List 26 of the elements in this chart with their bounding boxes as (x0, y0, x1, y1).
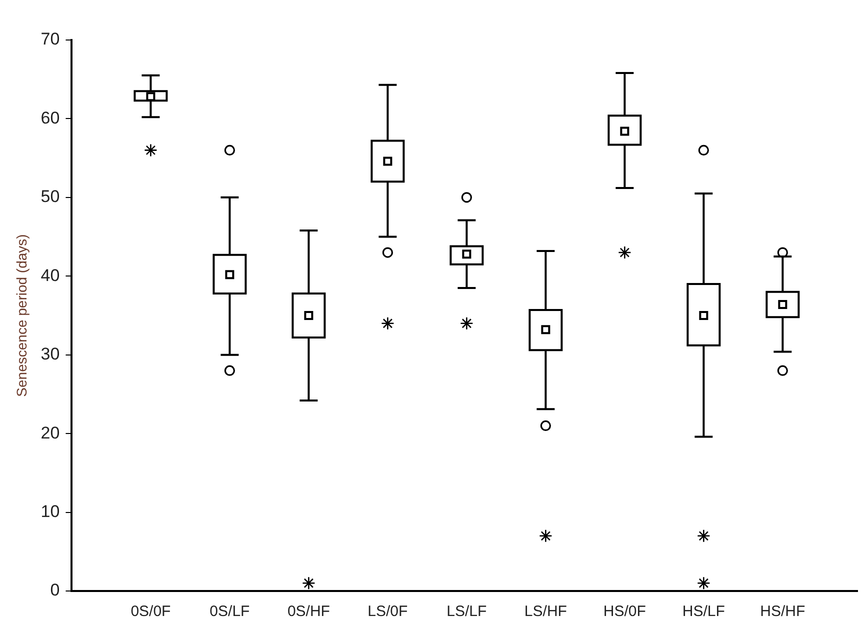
point (618, 246, 632, 260)
y-tick-label: 30 (40, 344, 60, 364)
x-tick-label: HS/HF (760, 603, 806, 620)
point (539, 529, 552, 543)
y-tick-label: 10 (40, 502, 60, 521)
y-tick-label: 0 (50, 580, 60, 600)
y-tick-label: 60 (40, 108, 60, 128)
point (697, 529, 710, 543)
x-tick-label: HS/0F (603, 603, 646, 620)
point (144, 144, 158, 157)
y-tick-label: 70 (40, 30, 60, 49)
x-tick-label: LS/0F (368, 603, 408, 620)
point (460, 316, 474, 330)
x-tick-label: 0S/LF (210, 603, 250, 620)
x-tick-label: LS/LF (446, 603, 487, 620)
point (381, 316, 394, 330)
point (302, 576, 316, 590)
x-tick-label: LS/HF (524, 603, 567, 620)
x-tick-label: 0S/HF (287, 603, 330, 620)
x-tick-label: HS/LF (682, 603, 725, 620)
y-tick-label: 20 (40, 423, 60, 442)
y-axis-title: Senescence period (days) (13, 234, 30, 397)
point (697, 576, 710, 590)
x-tick-label: 0S/0F (130, 603, 171, 620)
y-tick-label: 50 (40, 187, 60, 206)
y-tick-label: 40 (40, 266, 60, 285)
